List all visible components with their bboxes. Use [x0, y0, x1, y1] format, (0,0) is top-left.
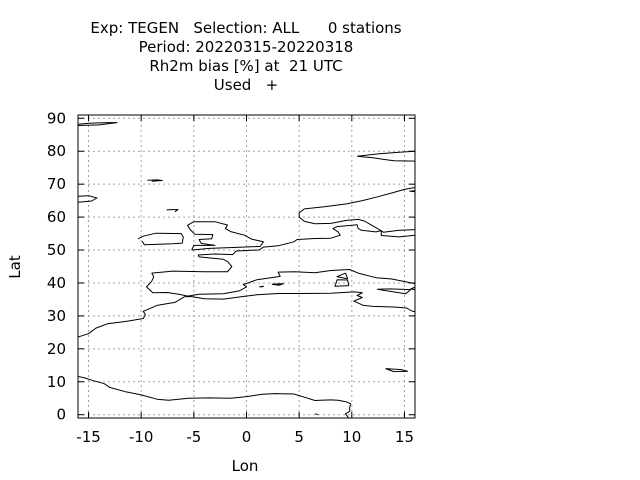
- y-tick-label: 40: [47, 274, 66, 292]
- y-axis-ticks: 0 10 20 30 40 50 60 70 80 90: [47, 109, 415, 424]
- y-tick-label: 60: [47, 208, 66, 226]
- x-axis-ticks: -15 -10 -5 0 5 10 15: [76, 115, 414, 446]
- y-tick-label: 0: [56, 406, 66, 424]
- coastline: [146, 269, 415, 297]
- y-tick-label: 30: [47, 307, 66, 325]
- title-line-4: Used +: [214, 76, 278, 94]
- x-tick-label: -10: [129, 428, 154, 446]
- x-tick-label: 15: [395, 428, 414, 446]
- coastline: [78, 122, 118, 126]
- chart-title: Exp: TEGEN Selection: ALL 0 stations Per…: [90, 19, 401, 94]
- grid: [78, 115, 415, 418]
- coastline: [336, 272, 349, 280]
- y-tick-label: 90: [47, 109, 66, 127]
- coastlines: [78, 122, 415, 418]
- coastline: [357, 150, 415, 162]
- y-tick-label: 70: [47, 175, 66, 193]
- x-tick-label: -15: [76, 428, 101, 446]
- coastline: [298, 187, 415, 233]
- coastline: [137, 232, 184, 246]
- coastline: [334, 279, 350, 287]
- coastline: [151, 254, 233, 274]
- x-tick-label: -5: [186, 428, 201, 446]
- coastline: [187, 221, 264, 251]
- title-line-2: Period: 20220315-20220318: [139, 38, 354, 56]
- coastline: [314, 413, 319, 416]
- coastline: [409, 190, 415, 193]
- y-tick-label: 80: [47, 142, 66, 160]
- x-axis-label: Lon: [232, 457, 259, 475]
- coastline: [385, 368, 409, 373]
- coastline: [78, 291, 415, 338]
- title-line-3: Rh2m bias [%] at 21 UTC: [149, 57, 342, 75]
- title-line-1: Exp: TEGEN Selection: ALL 0 stations: [90, 19, 401, 37]
- x-tick-label: 5: [294, 428, 304, 446]
- y-tick-label: 10: [47, 373, 66, 391]
- coastline: [198, 224, 415, 256]
- y-axis-label: Lat: [6, 255, 24, 279]
- coastline: [271, 283, 284, 286]
- coastline: [78, 195, 98, 203]
- x-tick-label: 10: [342, 428, 361, 446]
- coastline: [410, 286, 415, 291]
- coastline: [78, 376, 352, 418]
- y-tick-label: 50: [47, 241, 66, 259]
- x-tick-label: 0: [242, 428, 252, 446]
- coastline: [166, 209, 179, 213]
- coastline: [259, 285, 264, 288]
- y-tick-label: 20: [47, 340, 66, 358]
- coastline: [147, 179, 163, 182]
- coastline: [377, 288, 412, 295]
